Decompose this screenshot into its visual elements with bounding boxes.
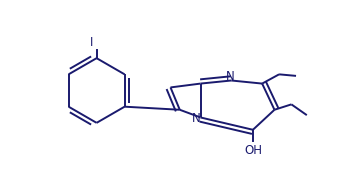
Text: N: N [192,112,201,125]
Text: I: I [90,36,93,49]
Text: OH: OH [244,144,262,157]
Text: N: N [226,70,235,83]
